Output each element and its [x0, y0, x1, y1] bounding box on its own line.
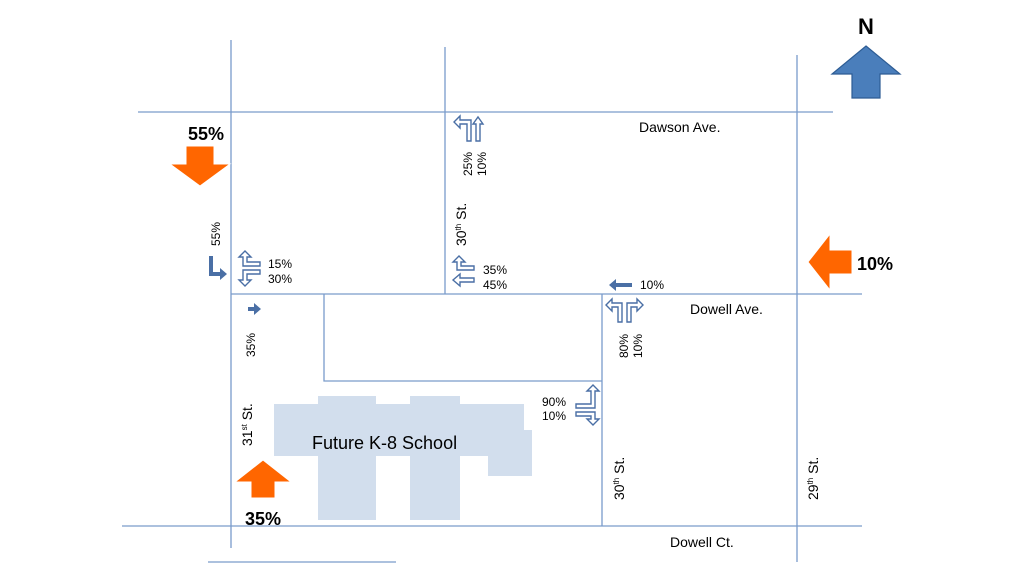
westbound-arrow-icon [807, 232, 853, 292]
right-turn-arrow-icon [626, 297, 644, 323]
southbound-arrow-icon [168, 145, 232, 187]
st31-wb-right-pct: 30% [268, 272, 292, 286]
st31-nb-right-pct: 35% [244, 333, 258, 357]
east-distribution: 10% [807, 232, 893, 292]
northbound-arrow-icon [233, 459, 293, 499]
westbound-through-arrow-icon [609, 279, 632, 291]
school-driveway-line [323, 294, 602, 382]
school-exit-left-pct: 90% [542, 395, 566, 409]
north-distribution-label: 55% [188, 124, 224, 144]
turn-right-arrow-icon [209, 256, 227, 280]
south-distribution: 35% [233, 459, 293, 529]
north-arrow-icon [830, 45, 902, 99]
st30-dowell-left-pct: 35% [483, 263, 507, 277]
south-distribution-label: 35% [245, 509, 281, 529]
st31-label: 31st St. [239, 403, 255, 446]
left-turn-arrow-icon [575, 384, 601, 409]
school-label: Future K-8 School [312, 433, 457, 453]
school-exit-right-pct: 10% [542, 409, 566, 423]
left-turn-arrow-icon [451, 255, 475, 271]
right-turn-arrow-icon [237, 269, 261, 287]
st30-dowell-thru-pct: 45% [483, 278, 507, 292]
turn-right-arrow-icon [244, 303, 261, 320]
st31-sb-right-pct: 55% [209, 222, 223, 246]
through-arrow-icon [451, 272, 475, 288]
st30-south-label: 30th St. [611, 457, 627, 500]
left-turn-arrow-icon [237, 250, 261, 267]
north-label: N [858, 14, 874, 39]
st30-dowell-south-movements: 80% 10% [605, 297, 645, 358]
dowell-wb-movement: 10% [609, 278, 664, 292]
st30-dowell-north-movements: 35% 45% [451, 255, 507, 292]
dowell-ave-label: Dowell Ave. [690, 301, 763, 317]
dowell-wb-thru-pct: 10% [640, 278, 664, 292]
st30-dawson-movements: 25% 10% [453, 114, 489, 176]
north-arrow: N [830, 14, 902, 99]
st30-dawson-thru-pct: 10% [475, 152, 489, 176]
left-turn-arrow-icon [605, 297, 623, 323]
st30-dawson-left-pct: 25% [461, 152, 475, 176]
road-network [122, 40, 862, 563]
st31-wb-movements: 15% 30% [237, 250, 292, 287]
school-exit-movements: 90% 10% [542, 384, 601, 426]
left-turn-arrow-icon [453, 114, 472, 142]
through-arrow-icon [471, 115, 485, 142]
st29-label: 29th St. [805, 457, 821, 500]
school-footprint [274, 396, 532, 520]
st31-wb-left-pct: 15% [268, 257, 292, 271]
north-distribution: 55% [168, 124, 232, 187]
dawson-ave-label: Dawson Ave. [639, 119, 720, 135]
st30-north-label: 30th St. [453, 203, 469, 246]
st31-sb-movement: 55% [209, 222, 227, 280]
st31-nb-movement: 35% [244, 303, 261, 357]
st30-south-right-pct: 10% [631, 334, 645, 358]
east-distribution-label: 10% [857, 254, 893, 274]
dowell-ct-label: Dowell Ct. [670, 534, 734, 550]
right-turn-arrow-icon [575, 411, 601, 426]
st30-south-left-pct: 80% [617, 334, 631, 358]
